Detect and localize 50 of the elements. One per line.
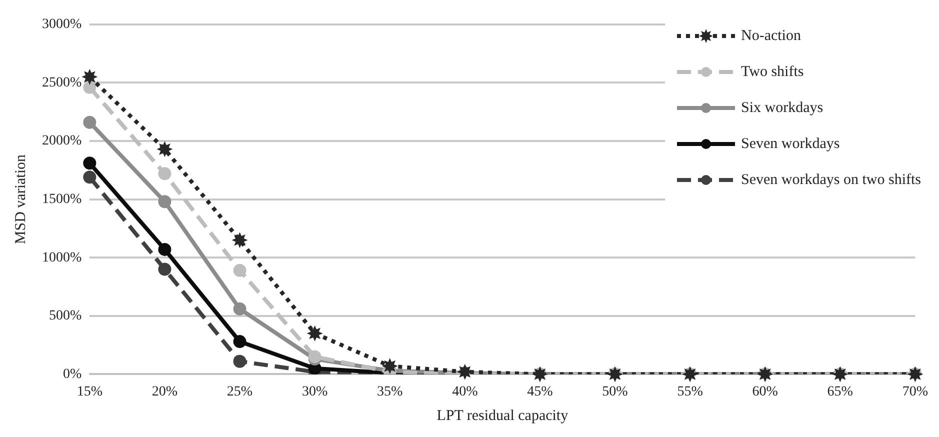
- legend-label: Six workdays: [741, 100, 824, 116]
- x-tick-label: 40%: [452, 384, 478, 400]
- x-tick-label: 55%: [677, 384, 704, 400]
- point: [232, 232, 248, 248]
- y-tick-label: 3000%: [42, 17, 82, 32]
- point: [382, 358, 398, 374]
- y-tick-label: 2000%: [42, 134, 82, 149]
- y-tick-label: 1000%: [42, 250, 82, 266]
- x-axis-title: LPT residual capacity: [436, 408, 569, 424]
- x-tick-label: 15%: [76, 384, 103, 400]
- point: [83, 170, 96, 184]
- y-tick-label: 0%: [62, 366, 82, 382]
- point: [158, 167, 172, 180]
- point: [233, 302, 246, 316]
- point: [83, 156, 96, 170]
- point: [158, 262, 172, 276]
- point: [83, 116, 96, 129]
- legend-label: Two shifts: [741, 64, 804, 80]
- point: [82, 68, 98, 85]
- point: [757, 366, 774, 382]
- y-axis-title: MSD variation: [12, 154, 29, 244]
- y-tick-label: 500%: [48, 308, 82, 324]
- x-tick-label: 30%: [302, 384, 328, 400]
- x-tick-label: 35%: [377, 384, 404, 400]
- x-tick-label: 50%: [602, 384, 628, 400]
- legend-label: Seven workdays: [741, 136, 840, 152]
- point: [233, 264, 246, 277]
- legend-label: No-action: [741, 28, 801, 44]
- point: [306, 325, 323, 342]
- point: [156, 141, 173, 158]
- point: [907, 366, 924, 382]
- point: [158, 195, 172, 208]
- point: [532, 366, 548, 382]
- point: [233, 335, 246, 348]
- y-tick-label: 1500%: [42, 192, 82, 207]
- x-tick-label: 60%: [752, 384, 778, 400]
- point: [233, 354, 246, 368]
- point: [606, 366, 623, 382]
- point: [682, 366, 698, 382]
- point: [158, 242, 172, 256]
- x-tick-label: 65%: [827, 384, 854, 400]
- point: [83, 80, 96, 94]
- x-tick-label: 45%: [527, 384, 554, 400]
- x-tick-label: 20%: [152, 384, 178, 400]
- x-tick-label: 25%: [226, 384, 253, 400]
- point: [308, 350, 322, 364]
- legend-label: Seven workdays on two shifts: [741, 172, 921, 188]
- x-tick-label: 70%: [902, 384, 928, 400]
- point: [832, 366, 848, 382]
- y-tick-label: 2500%: [42, 75, 82, 90]
